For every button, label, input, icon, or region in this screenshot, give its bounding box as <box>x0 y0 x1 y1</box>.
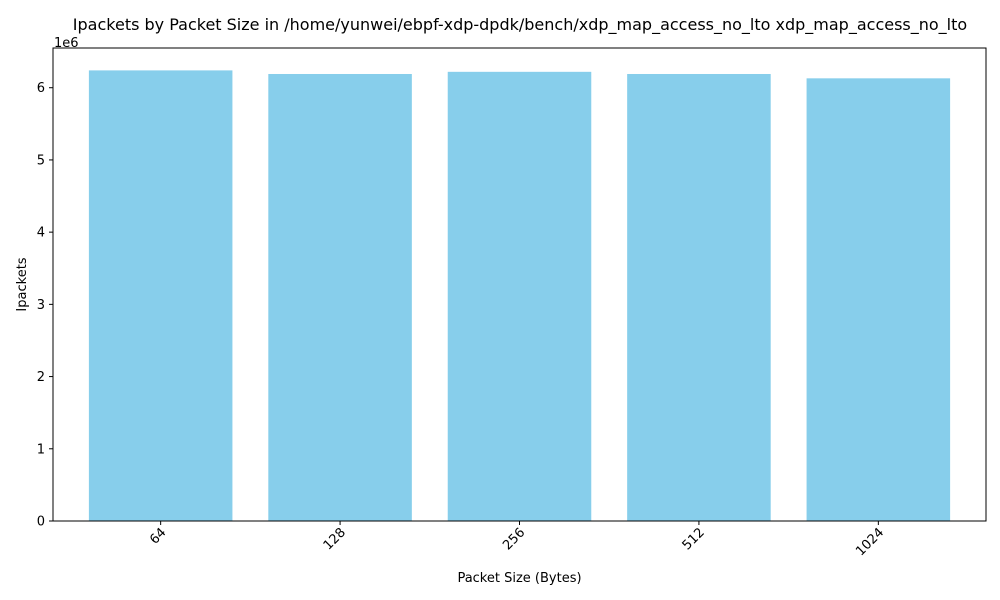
bar-64 <box>88 70 233 521</box>
x-ticks-group: 64 128 256 512 1024 <box>147 521 887 559</box>
bars-group <box>88 70 951 521</box>
bar-512 <box>627 73 771 521</box>
plot-frame <box>52 47 987 522</box>
y-axis-offset-label: 1e6 <box>54 36 79 51</box>
bar-1024 <box>806 78 951 521</box>
y-ticks-group: 0 1 2 3 4 5 6 <box>37 81 53 530</box>
y-tick-label: 2 <box>37 370 45 385</box>
y-tick-label: 4 <box>37 226 45 241</box>
y-tick-label: 1 <box>37 442 45 457</box>
y-tick-label: 6 <box>37 81 45 96</box>
chart-title: Ipackets by Packet Size in /home/yunwei/… <box>73 15 967 35</box>
y-tick-label: 5 <box>37 153 45 168</box>
bar-128 <box>268 73 412 521</box>
x-tick-label: 256 <box>500 525 528 553</box>
x-tick-label: 128 <box>321 525 349 553</box>
x-axis-label: Packet Size (Bytes) <box>457 571 581 586</box>
x-tick-label: 512 <box>680 525 708 553</box>
x-tick-label: 64 <box>147 525 169 547</box>
y-tick-label: 0 <box>37 515 45 530</box>
y-axis-label: Ipackets <box>15 257 30 311</box>
x-tick-label: 1024 <box>853 525 887 559</box>
bar-256 <box>447 71 592 521</box>
y-tick-label: 3 <box>37 298 45 313</box>
